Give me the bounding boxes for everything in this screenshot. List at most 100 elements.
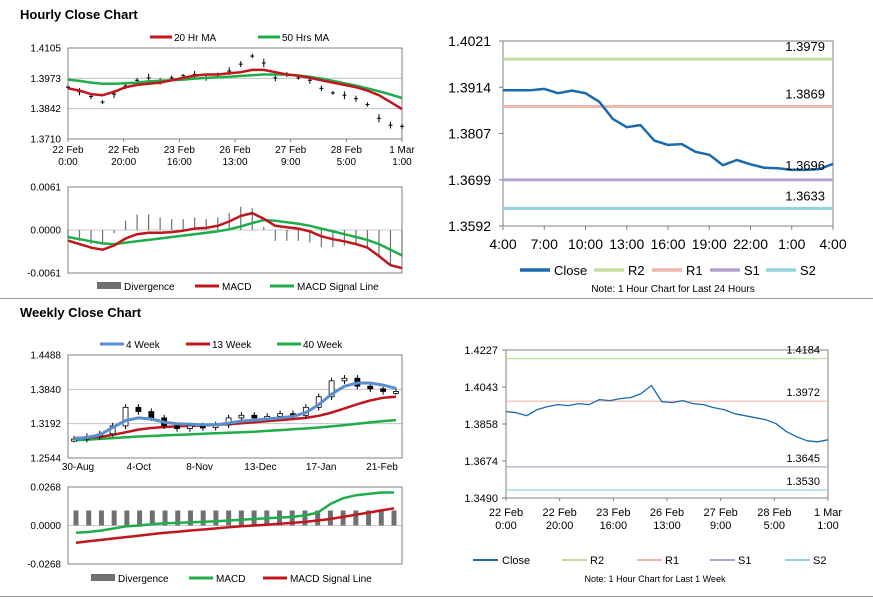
divergence-bar — [343, 230, 346, 246]
pivot-label-r1: 1.3972 — [786, 387, 820, 399]
candle-body — [148, 411, 155, 419]
y-tick-label: 1.3840 — [30, 385, 61, 396]
divergence-bar — [98, 510, 104, 526]
x-tick-label: 26 Feb — [219, 145, 251, 156]
x-tick-label: 27 Feb — [275, 145, 307, 156]
divergence-bar — [320, 230, 322, 248]
y-tick-label: -0.0061 — [27, 269, 61, 280]
x-tick-label: 22 Feb — [489, 507, 523, 519]
divergence-bar — [302, 510, 308, 526]
legend-label-s1: S1 — [744, 263, 760, 278]
x-tick-label: 1 Mar — [389, 145, 415, 156]
y-tick-label: 0.0000 — [30, 226, 61, 237]
hourly-macd-chart: 0.0061 0.0000 -0.0061 Divergence MACD MACD… — [27, 183, 403, 293]
divergence-bar — [101, 230, 104, 244]
candle-body — [277, 413, 283, 417]
y-tick-label: 0.0000 — [30, 521, 61, 532]
close-value-label: 1.3696 — [785, 158, 825, 173]
pivot-label-r2: 1.3979 — [785, 39, 825, 54]
divergence-bar — [366, 230, 369, 248]
pivot-label-s2: 1.3633 — [785, 188, 825, 203]
divergence-bar — [251, 208, 253, 230]
weekly-price-chart: 4 Week 13 Week 40 Week 1.4488 1.3840 1.319… — [30, 340, 403, 473]
legend-label-signal: MACD Signal Line — [297, 282, 379, 293]
candle-body — [393, 391, 399, 394]
x-tick-label: 27 Feb — [704, 507, 738, 519]
y-tick-label: 1.3710 — [30, 135, 61, 146]
series-macd-signal — [67, 218, 403, 257]
candle-body — [187, 425, 193, 429]
series-4-week — [73, 381, 397, 441]
pivot-label-r1: 1.3869 — [785, 87, 825, 102]
legend-label-r2: R2 — [590, 555, 604, 567]
y-tick-label: 0.0268 — [30, 483, 61, 494]
divergence-bar — [159, 217, 161, 230]
legend-label-s2: S2 — [800, 263, 816, 278]
candle-body — [328, 380, 335, 398]
divergence-bar — [111, 510, 117, 526]
pivot-label-r2: 1.4184 — [786, 345, 820, 357]
legend-swatch-divergence — [91, 574, 115, 581]
legend-label-s2: S2 — [813, 555, 826, 567]
hourly-24h-chart: 1.4021 1.3914 1.3807 1.3699 1.3592 4:00 7:00 10… — [448, 33, 847, 295]
divergence-bar — [194, 217, 196, 230]
divergence-bar — [297, 230, 299, 241]
divergence-bar — [90, 230, 92, 244]
divergence-bar — [263, 226, 265, 230]
divergence-bar — [240, 206, 242, 230]
legend-label-4-week: 4 Week — [126, 340, 161, 351]
x-tick-label: 22 Feb — [52, 145, 84, 156]
y-tick-label: 0.0061 — [30, 183, 61, 194]
x-tick-label: 28 Feb — [331, 145, 363, 156]
chart-note: Note: 1 Hour Chart for Last 1 Week — [585, 574, 726, 584]
legend-label-divergence: Divergence — [118, 574, 169, 585]
candle-body — [174, 425, 180, 429]
legend-label-s1: S1 — [738, 555, 751, 567]
x-tick-label: 5:00 — [337, 157, 357, 168]
divergence-bar — [124, 510, 130, 526]
divergence-bar — [286, 230, 288, 241]
plot-area: 1.4021 1.3914 1.3807 1.3699 1.3592 4:00 7:00 10… — [448, 33, 847, 252]
x-tick-label: 13-Dec — [244, 462, 276, 473]
series-macd — [75, 491, 394, 534]
x-tick-label: 13:00 — [609, 236, 644, 252]
y-tick-label: 1.4021 — [448, 33, 491, 49]
x-tick-label: 26 Feb — [650, 507, 684, 519]
plot-frame — [67, 486, 403, 565]
divergence-bar — [205, 219, 207, 230]
x-tick-label: 13:00 — [222, 157, 247, 168]
divergence-bar — [274, 230, 276, 241]
legend: Close R2 R1 S1 S2 — [520, 263, 816, 278]
divergence-bar — [401, 230, 403, 258]
plot-area: 0.0268 0.0000 -0.0268 — [27, 483, 403, 571]
divergence-bar — [148, 214, 150, 230]
divergence-bar — [366, 510, 372, 526]
legend-label-50hrs-ma: 50 Hrs MA — [282, 33, 330, 44]
x-tick-label: 23 Feb — [596, 507, 630, 519]
divergence-bar — [213, 510, 219, 526]
divergence-bar — [175, 510, 181, 526]
chart-note: Note: 1 Hour Chart for Last 24 Hours — [591, 284, 754, 295]
plot-frame — [67, 47, 403, 140]
x-tick-label: 9:00 — [710, 520, 731, 532]
series-close — [503, 87, 834, 172]
series-13-week — [73, 395, 397, 440]
legend-label-divergence: Divergence — [124, 282, 175, 293]
candle-body — [71, 438, 77, 442]
y-tick-label: 1.3914 — [448, 79, 491, 95]
x-tick-label: 1:00 — [392, 157, 412, 168]
candle-body — [238, 414, 245, 419]
x-tick-label: 30-Aug — [62, 462, 94, 473]
candle-body — [341, 377, 348, 382]
divergence-bar — [136, 214, 138, 230]
legend: 20 Hr MA 50 Hrs MA — [150, 33, 330, 44]
x-tick-label: 10:00 — [568, 236, 603, 252]
legend-label-signal: MACD Signal Line — [290, 574, 372, 585]
legend: Divergence MACD MACD Signal Line — [97, 282, 379, 293]
x-tick-label: 1:00 — [817, 520, 838, 532]
legend: 4 Week 13 Week 40 Week — [100, 340, 343, 351]
y-tick-label: 1.4488 — [30, 351, 61, 362]
divergence-bar — [238, 510, 244, 526]
y-tick-label: 1.3674 — [464, 456, 498, 468]
